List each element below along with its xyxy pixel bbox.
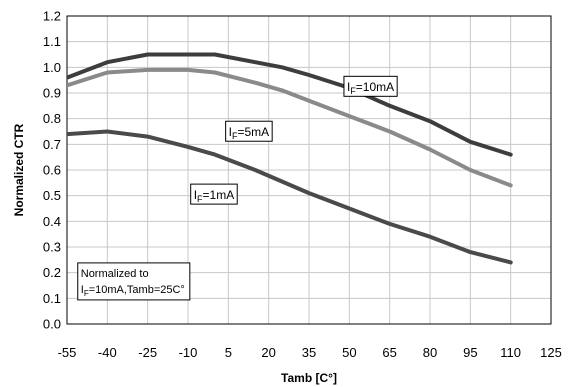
y-tick-label: 0.8 <box>43 111 61 126</box>
y-tick-label: 1.2 <box>43 9 61 24</box>
x-tick-label: 125 <box>540 345 562 360</box>
x-tick-label: -40 <box>98 345 117 360</box>
annotation-text: IF=1mA <box>194 188 235 204</box>
series-label-1: IF=10mA <box>343 75 398 97</box>
y-tick-label: 0.4 <box>43 214 61 229</box>
y-tick-label: 1.1 <box>43 34 61 49</box>
x-tick-label: 110 <box>500 345 521 360</box>
note-box <box>77 262 191 301</box>
series-line-2 <box>67 67 513 188</box>
series-label-2: IF=5mA <box>225 120 273 142</box>
y-tick-label: 0.2 <box>43 265 61 280</box>
x-tick-label: -55 <box>58 345 77 360</box>
y-tick-label: 0.3 <box>43 240 61 255</box>
annotation-text: IF=5mA <box>229 125 270 141</box>
series-label-3: IF=1mA <box>190 183 238 205</box>
y-tick-label: 1.0 <box>43 60 61 75</box>
y-tick-label: 0.6 <box>43 163 61 178</box>
series-line-3 <box>67 129 513 265</box>
annotation-text: IF=10mA <box>347 80 394 96</box>
y-tick-label: 0.1 <box>43 291 61 306</box>
x-tick-label: 20 <box>261 345 275 360</box>
y-tick-label: 0.5 <box>43 188 61 203</box>
x-tick-label: 50 <box>342 345 356 360</box>
annotation-box <box>225 120 273 142</box>
y-tick-label: 0.7 <box>43 137 61 152</box>
y-tick-label: 0.0 <box>43 317 61 332</box>
x-tick-label: 65 <box>382 345 396 360</box>
note-line-1: Normalized to <box>81 268 149 280</box>
y-tick-label: 0.9 <box>43 86 61 101</box>
plot-frame <box>66 15 552 325</box>
annotation-box <box>190 183 238 205</box>
x-tick-label: 5 <box>225 345 232 360</box>
x-axis-title: Tamb [C°] <box>281 371 337 385</box>
normalization-note: Normalized to IF=10mA,Tamb=25C° <box>77 262 191 301</box>
y-axis-title: Normalized CTR <box>12 123 26 216</box>
x-tick-label: 80 <box>423 345 437 360</box>
x-tick-label: 35 <box>302 345 316 360</box>
annotation-box <box>343 75 398 97</box>
x-tick-label: -25 <box>138 345 157 360</box>
series-line-1 <box>67 52 513 157</box>
x-tick-label: -10 <box>179 345 198 360</box>
note-line-2: IF=10mA,Tamb=25C° <box>81 284 185 298</box>
x-tick-label: 95 <box>463 345 477 360</box>
